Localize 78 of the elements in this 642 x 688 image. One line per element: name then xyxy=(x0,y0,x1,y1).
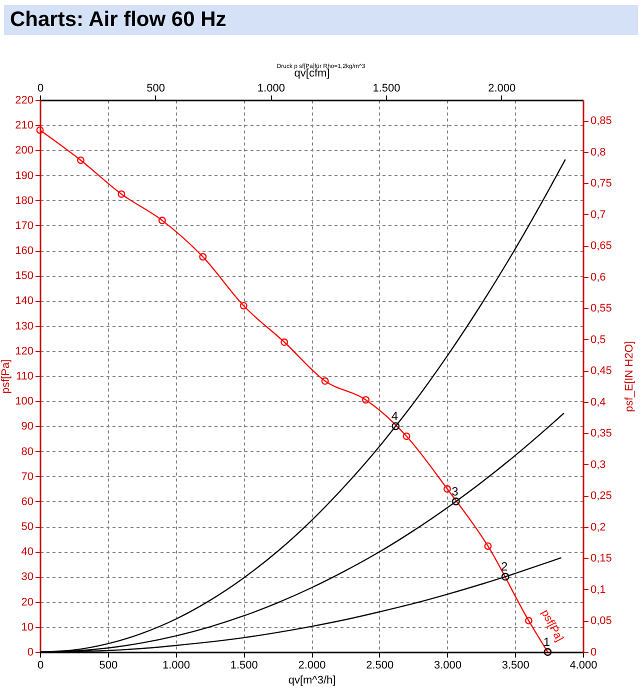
y2-tick-label: 0,15 xyxy=(590,552,612,565)
y-tick-label: 190 xyxy=(15,170,34,182)
y-tick-label: 150 xyxy=(15,270,34,282)
y-tick-label: 50 xyxy=(21,521,34,534)
y-axis-title: psf[Pa] xyxy=(0,359,12,394)
point xyxy=(501,572,510,581)
y-tick-label: 20 xyxy=(21,596,34,608)
y2-tick-label: 0,6 xyxy=(590,271,606,284)
y-tick-label: 120 xyxy=(15,345,34,358)
x2-axis-title: qv[cfm] xyxy=(294,68,330,80)
point xyxy=(362,396,370,404)
point xyxy=(158,216,166,224)
y2-tick-label: 0,65 xyxy=(590,240,612,252)
x-tick-label: 2.000 xyxy=(298,660,326,672)
point xyxy=(118,190,126,198)
point xyxy=(484,542,492,550)
y-tick-label: 0 xyxy=(27,646,34,658)
y-tick-label: 60 xyxy=(21,496,34,508)
y2-tick-label: 0,25 xyxy=(590,490,612,502)
y2-tick-label: 0 xyxy=(590,646,597,658)
y2-tick-label: 0,3 xyxy=(590,458,606,471)
y-tick-label: 160 xyxy=(15,245,34,258)
annotation: 2 xyxy=(501,560,508,574)
y-tick-label: 80 xyxy=(21,446,34,458)
y-tick-label: 130 xyxy=(15,320,34,332)
y2-tick-label: 0,5 xyxy=(590,334,606,346)
point xyxy=(392,422,400,430)
y-tick-label: 40 xyxy=(21,546,34,558)
x-tick-label: 0 xyxy=(37,660,44,672)
x-tick-label: 3.500 xyxy=(502,660,530,672)
x2-tick-label: 500 xyxy=(146,82,166,94)
point xyxy=(452,498,460,506)
point xyxy=(524,616,532,624)
chart-title: Charts: Air flow 60 Hz xyxy=(4,5,638,35)
x-tick-label: 1.000 xyxy=(162,660,190,672)
y2-tick-label: 0,85 xyxy=(590,115,612,128)
x2-tick-label: 0 xyxy=(37,82,44,94)
y2-tick-label: 0,35 xyxy=(590,428,612,440)
y-tick-label: 140 xyxy=(15,295,34,308)
x-tick-label: 3.000 xyxy=(434,660,462,672)
y2-tick-label: 0,55 xyxy=(590,302,612,315)
point xyxy=(240,302,248,310)
x-tick-label: 1.500 xyxy=(230,660,258,672)
y2-tick-label: 0,7 xyxy=(590,208,606,221)
x-tick-label: 4.000 xyxy=(570,660,598,672)
point xyxy=(280,338,288,346)
y2-tick-label: 0,1 xyxy=(590,584,606,596)
x-tick-label: 500 xyxy=(99,660,118,672)
point xyxy=(76,156,84,164)
y2-tick-label: 0,75 xyxy=(590,178,612,190)
y-tick-label: 10 xyxy=(21,621,34,634)
y-tick-label: 200 xyxy=(15,144,34,157)
y-tick-label: 170 xyxy=(15,220,34,232)
annotation: 3 xyxy=(452,484,459,498)
y-tick-label: 70 xyxy=(21,470,34,483)
x2-tick-label: 1.500 xyxy=(372,82,400,94)
y2-tick-label: 0,45 xyxy=(590,365,612,378)
y2-tick-label: 0,4 xyxy=(590,396,606,408)
point xyxy=(321,377,329,385)
x-tick-label: 2.500 xyxy=(366,660,394,672)
point xyxy=(443,485,452,493)
x2-tick-label: 2.000 xyxy=(488,82,516,94)
y-tick-label: 180 xyxy=(15,194,34,207)
y-tick-label: 220 xyxy=(15,94,34,106)
x2-tick-label: 1.000 xyxy=(257,82,285,94)
point xyxy=(402,432,410,440)
annotation: 4 xyxy=(391,409,398,424)
y-tick-label: 110 xyxy=(16,370,34,382)
y2-axis-title: psf_E[IN H2O] xyxy=(624,341,636,412)
y-tick-label: 90 xyxy=(21,420,34,433)
y2-tick-label: 0,8 xyxy=(590,146,606,158)
y-tick-label: 100 xyxy=(15,396,34,408)
point xyxy=(199,253,207,261)
x-axis-title: qv[m^3/h] xyxy=(288,674,336,686)
y-tick-label: 210 xyxy=(15,120,34,132)
y2-tick-label: 0,05 xyxy=(590,615,612,628)
y2-tick-label: 0,2 xyxy=(590,521,606,534)
y-tick-label: 30 xyxy=(21,571,34,584)
